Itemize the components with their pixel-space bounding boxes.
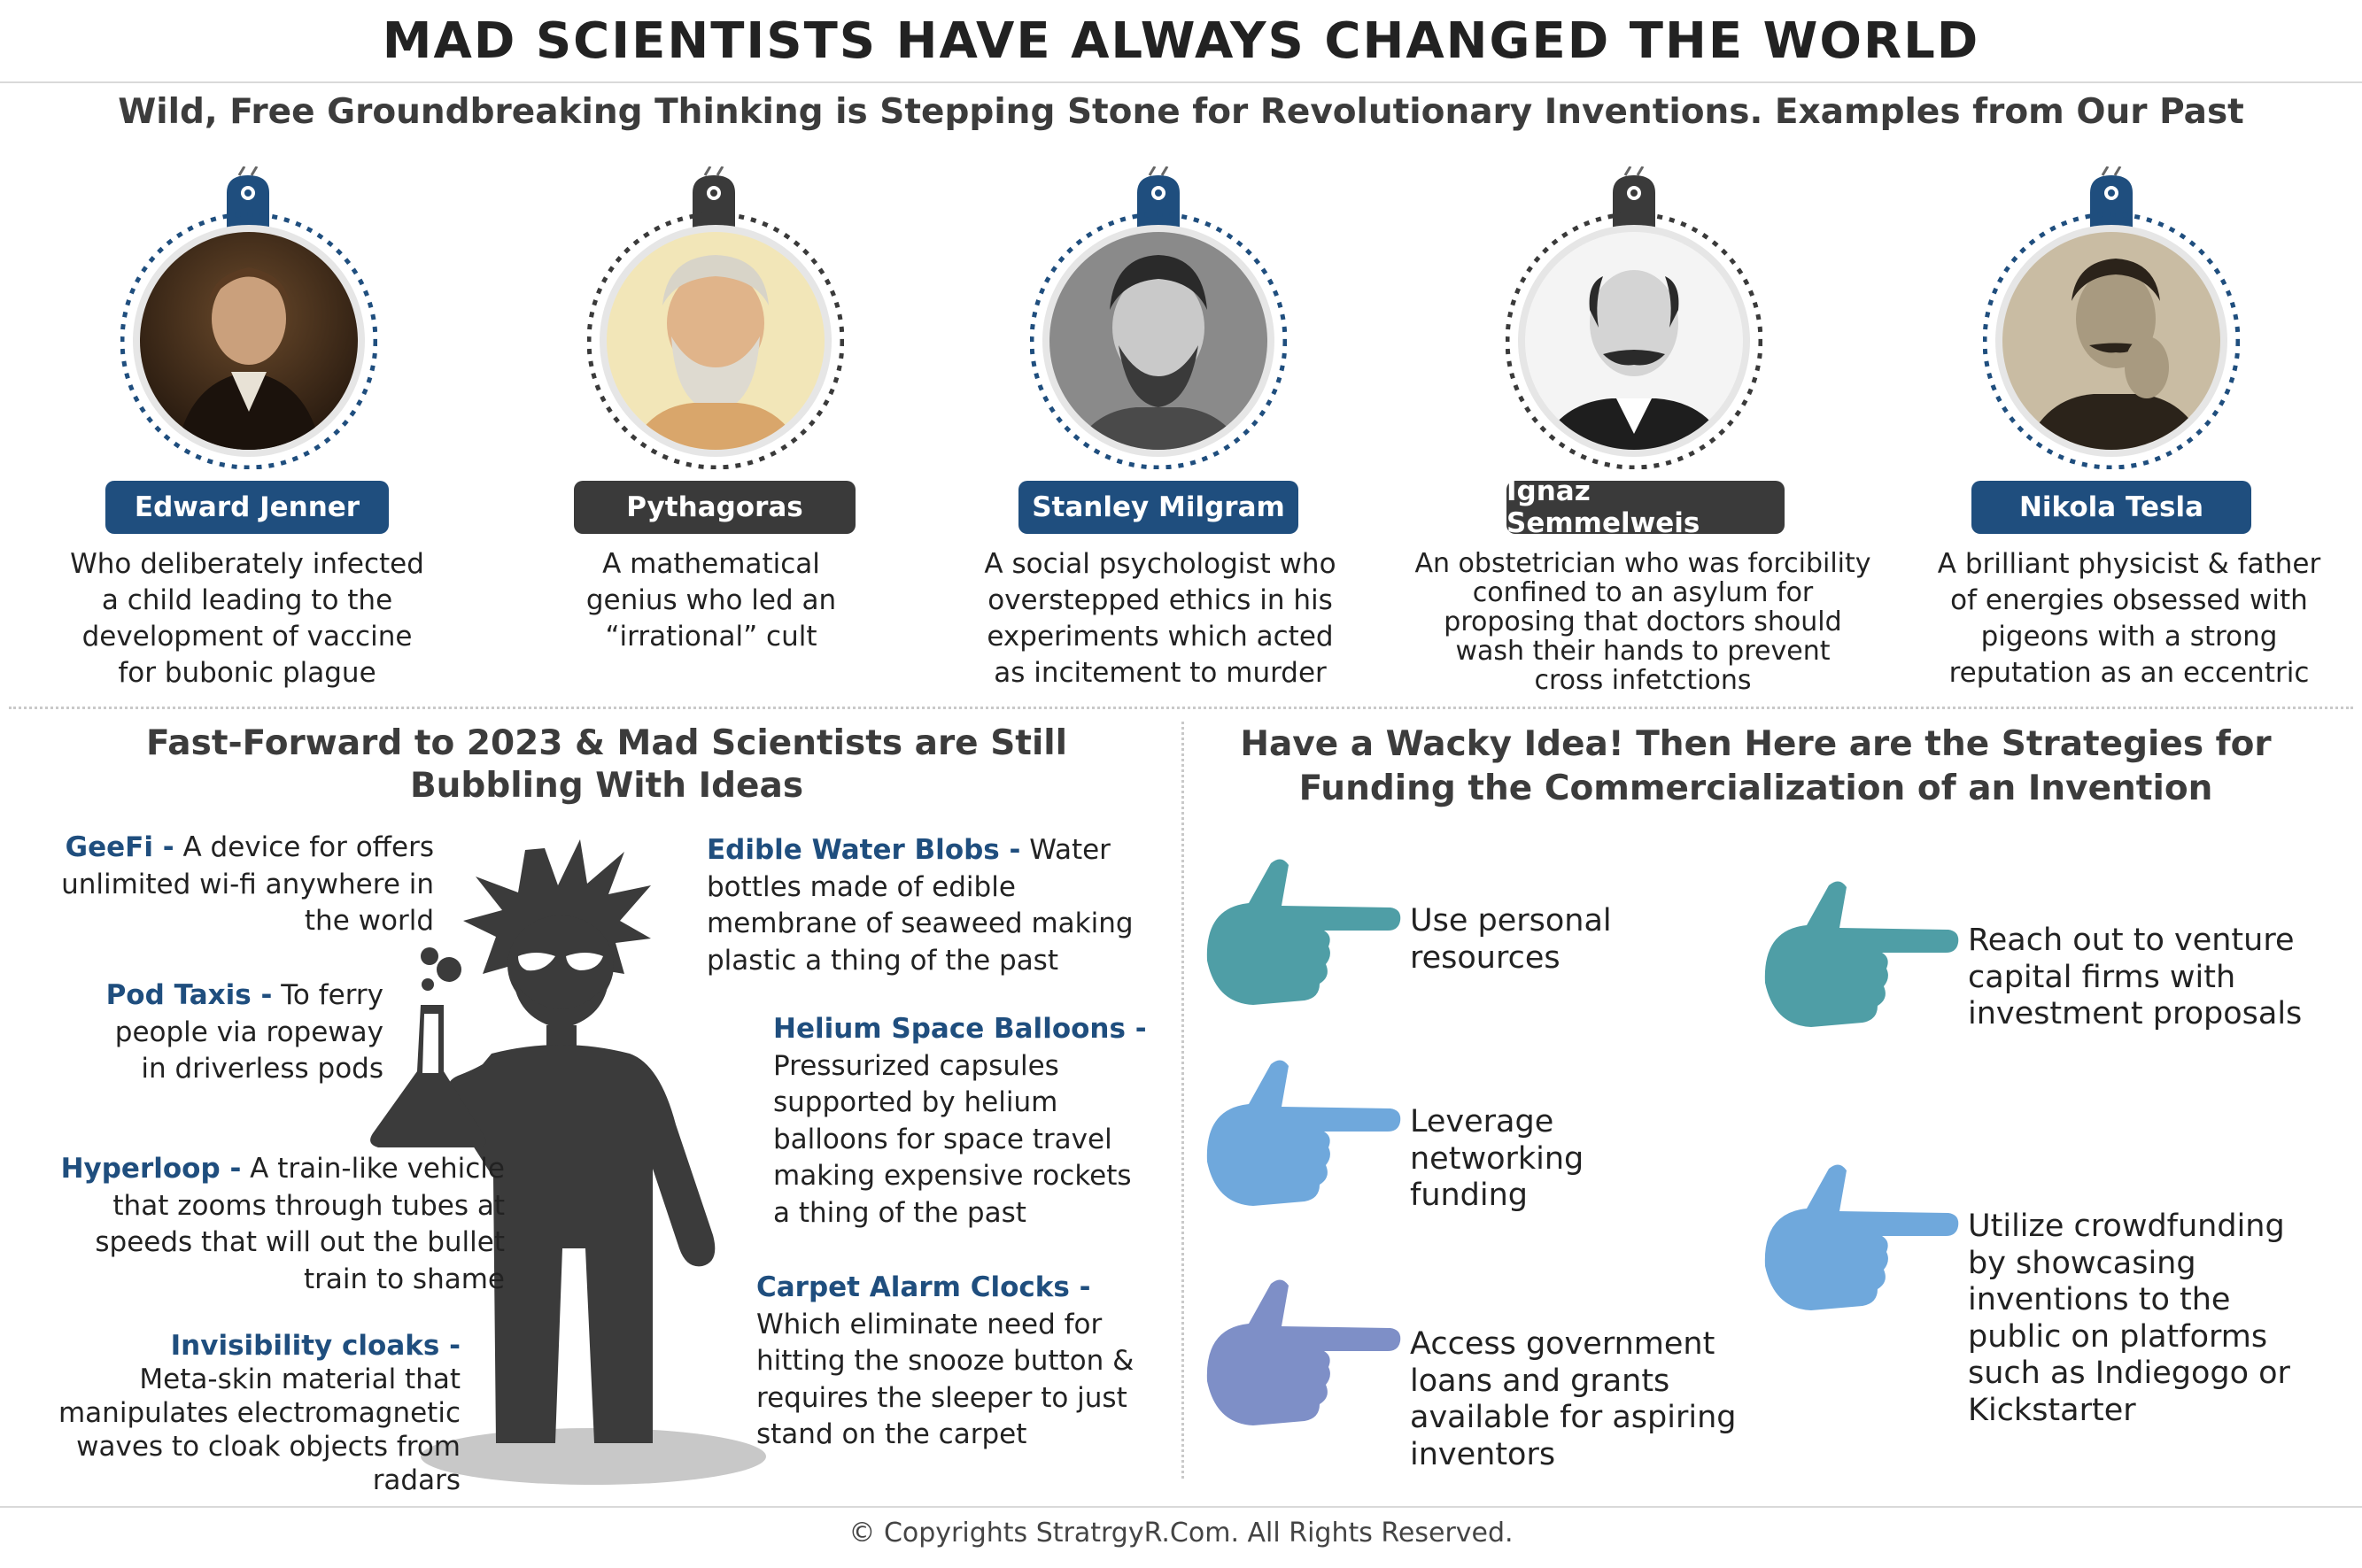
scientist-desc-ignaz-semmelweis: An obstetrician who was forcibility confi…: [1414, 548, 1871, 696]
pointing-hand-icon: [1200, 1055, 1404, 1215]
scientist-desc-stanley-milgram: A social psychologist who overstepped eth…: [984, 548, 1336, 689]
title-divider: [0, 81, 2362, 83]
hanger-tag-icon: [1132, 166, 1185, 236]
copyright-text: © Copyrights StratrgyR.Com. All Rights R…: [848, 1518, 1514, 1549]
column-divider: [1181, 722, 1184, 1479]
idea-edible-water-blobs: Edible Water Blobs - Water bottles made o…: [707, 834, 1134, 977]
scientist-name-pythagoras: Pythagoras: [574, 481, 856, 534]
pointing-hand-icon: [1758, 1160, 1962, 1319]
idea-hyperloop: Hyperloop - A train-like vehicle that zoo…: [60, 1153, 505, 1295]
scientist-name-nikola-tesla: Nikola Tesla: [1971, 481, 2251, 534]
scientist-name-edward-jenner: Edward Jenner: [105, 481, 389, 534]
pythagoras-portrait: [586, 212, 845, 470]
idea-pod-taxis: Pod Taxis - To ferry people via ropeway in…: [105, 979, 383, 1085]
pointing-hand-icon: [1758, 877, 1962, 1036]
hanger-tag-icon: [687, 166, 740, 236]
scientist-desc-edward-jenner: Who deliberately infected a child leading…: [70, 548, 424, 689]
page-title: MAD SCIENTISTS HAVE ALWAYS CHANGED THE W…: [382, 12, 1980, 70]
section-divider: [9, 707, 2353, 709]
hanger-tag-icon: [2085, 166, 2138, 236]
ignaz-semmelweis-portrait: [1505, 212, 1763, 470]
hanger-tag-icon: [1607, 166, 1661, 236]
scientist-name-ignaz-semmelweis: Ignaz Semmelweis: [1506, 475, 1785, 539]
footer-divider: [0, 1506, 2362, 1508]
ideas-section-title: Fast-Forward to 2023 & Mad Scientists ar…: [145, 723, 1068, 806]
strategy-networking-funding: Leverage networking funding: [1410, 1104, 1584, 1213]
nikola-tesla-portrait: [1982, 212, 2241, 470]
hanger-tag-icon: [221, 166, 275, 236]
idea-helium-space-balloons: Helium Space Balloons - Pressurized capsu…: [773, 1013, 1147, 1229]
mad-scientist-silhouette-icon: [359, 832, 766, 1470]
scientist-desc-pythagoras: A mathematical genius who led an “irration…: [585, 548, 837, 653]
scientist-desc-nikola-tesla: A brilliant physicist & father of energie…: [1937, 548, 2321, 689]
scientist-name-stanley-milgram: Stanley Milgram: [1018, 481, 1298, 534]
idea-carpet-alarm-clocks: Carpet Alarm Clocks - Which eliminate nee…: [756, 1271, 1135, 1450]
page-subtitle: Wild, Free Groundbreaking Thinking is St…: [118, 92, 2244, 132]
edward-jenner-portrait: [120, 212, 378, 470]
strategy-venture-capital: Reach out to venture capital firms with in…: [1968, 923, 2303, 1031]
strategies-section-title: Have a Wacky Idea! Then Here are the Str…: [1240, 724, 2272, 808]
stanley-milgram-portrait: [1029, 212, 1288, 470]
pointing-hand-icon: [1200, 1275, 1404, 1434]
idea-invisibility-cloaks: Invisibility cloaks - Meta-skin material …: [58, 1330, 461, 1496]
strategy-crowdfunding: Utilize crowdfunding by showcasing inventi…: [1968, 1209, 2290, 1428]
strategy-personal-resources: Use personal resources: [1410, 903, 1612, 976]
idea-geefi: GeeFi - A device for offers unlimited wi-…: [61, 831, 434, 937]
strategy-government-loans: Access government loans and grants availab…: [1410, 1326, 1737, 1472]
pointing-hand-icon: [1200, 854, 1404, 1014]
